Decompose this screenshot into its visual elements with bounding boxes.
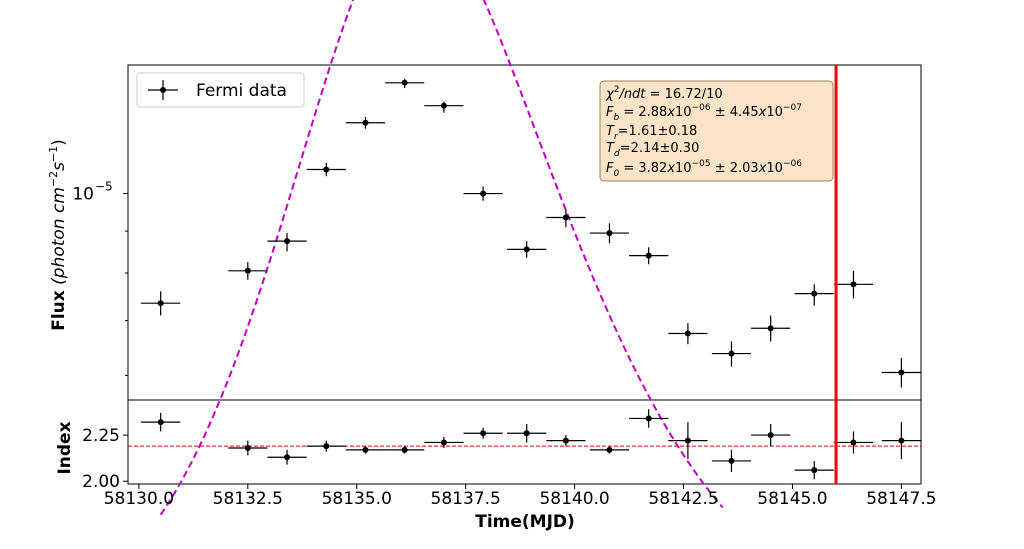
flux-point xyxy=(440,102,447,109)
index-point xyxy=(606,446,613,453)
flux-y-tick-label: 10 xyxy=(72,185,94,205)
flux-point xyxy=(898,369,905,376)
x-tick-label: 58130.0 xyxy=(104,489,174,509)
flux-point xyxy=(480,190,487,197)
index-point xyxy=(523,430,530,437)
index-point xyxy=(157,419,164,426)
index-y-tick-label: 2.25 xyxy=(82,426,120,446)
x-tick-label: 58135.0 xyxy=(322,489,392,509)
flux-point xyxy=(850,281,857,288)
flux-point xyxy=(401,79,408,86)
flux-point xyxy=(767,325,774,332)
index-point xyxy=(244,445,251,451)
legend: Fermi data xyxy=(136,72,305,108)
fit-info-tr: Tr=1.61±0.18 xyxy=(606,124,697,142)
flux-point xyxy=(284,238,291,245)
index-point xyxy=(562,437,569,444)
index-point xyxy=(811,467,818,474)
xlabel: Time(MJD) xyxy=(475,512,575,532)
fit-info-fb: Fb = 2.88x10−06 ± 4.45x10−07 xyxy=(606,103,802,123)
flux-ylabel: Flux (photon cm−2s−1) xyxy=(47,139,69,331)
index-point xyxy=(728,457,735,464)
legend-label: Fermi data xyxy=(196,81,287,101)
flux-point xyxy=(244,267,251,274)
index-y-tick-label: 2.00 xyxy=(82,472,120,492)
fit-info-chi2: χ2/ndt = 16.72/10 xyxy=(605,85,723,102)
x-tick-label: 58147.5 xyxy=(866,489,936,509)
index-point xyxy=(401,446,408,453)
fit-curve xyxy=(159,0,724,516)
index-point xyxy=(645,415,652,422)
index-point xyxy=(898,437,905,444)
x-tick-label: 58140.0 xyxy=(539,489,609,509)
flux-point xyxy=(645,252,652,259)
flux-point xyxy=(562,214,569,221)
fit-info-background xyxy=(599,80,834,182)
index-layer xyxy=(128,409,921,480)
axes-layer: 58130.0 58132.5 58135.0 58137.5 58140.0 58142… xyxy=(72,65,937,509)
flux-point xyxy=(811,290,818,297)
flux-y-tick-exponent: −5 xyxy=(95,180,113,194)
flux-point xyxy=(157,300,164,307)
flux-layer xyxy=(141,0,921,516)
index-point xyxy=(850,439,857,446)
x-tick-label: 58145.0 xyxy=(757,489,827,509)
x-tick-label: 58137.5 xyxy=(431,489,501,509)
flux-point xyxy=(323,166,330,173)
flux-point xyxy=(362,119,369,126)
legend-marker-point xyxy=(160,87,166,93)
index-point xyxy=(323,443,330,450)
index-ylabel: Index xyxy=(55,421,75,474)
index-panel-frame xyxy=(127,399,922,485)
flux-point xyxy=(523,246,530,253)
index-point xyxy=(767,432,774,439)
index-point xyxy=(480,430,487,437)
index-point xyxy=(362,446,369,453)
flux-point xyxy=(606,230,613,237)
index-point xyxy=(684,437,691,444)
fit-info-box: χ2/ndt = 16.72/10 Fb = 2.88x10−06 ± 4.45… xyxy=(599,80,834,182)
index-point xyxy=(440,439,447,446)
fit-info-f0: F0 = 3.82x10−05 ± 2.03x10−06 xyxy=(606,159,802,179)
fit-info-td: Td=2.14±0.30 xyxy=(606,141,699,159)
x-tick-label: 58132.5 xyxy=(213,489,283,509)
legend-box xyxy=(136,72,305,108)
x-tick-label: 58142.5 xyxy=(648,489,718,509)
flux-point xyxy=(684,330,691,337)
index-point xyxy=(284,454,291,461)
flux-point xyxy=(728,350,735,357)
